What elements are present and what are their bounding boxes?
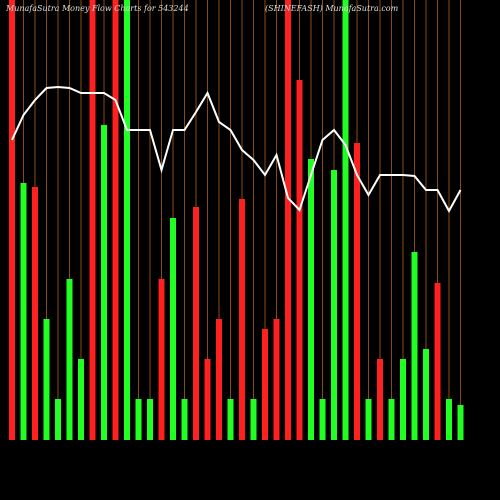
- line: [11, 85, 462, 214]
- bar: [285, 0, 291, 440]
- bar: [170, 218, 176, 440]
- bar: [331, 170, 337, 440]
- bar: [135, 399, 142, 440]
- bar: [227, 399, 234, 440]
- bar: [124, 0, 130, 440]
- bar: [296, 80, 303, 440]
- bar: [112, 0, 119, 440]
- bar: [411, 252, 418, 440]
- bar: [319, 399, 326, 440]
- lines: [11, 85, 462, 214]
- chart-title: MunafaSutra Money Flow Charts for 543244: [5, 4, 189, 13]
- bar: [423, 349, 429, 440]
- bar: [308, 159, 314, 440]
- bar: [32, 187, 38, 440]
- bar: [457, 405, 464, 440]
- bar: [55, 399, 61, 440]
- chart-subtitle: (SHINEFASH) MunafaSutra.com: [265, 4, 399, 13]
- bar: [434, 283, 441, 440]
- bar: [354, 143, 360, 440]
- bar: [20, 183, 27, 440]
- bar: [66, 279, 73, 440]
- bar: [377, 359, 383, 440]
- bar: [9, 0, 15, 440]
- bar: [342, 0, 349, 440]
- bar: [89, 0, 96, 440]
- bar: [193, 207, 199, 440]
- bar: [147, 399, 153, 440]
- bar: [78, 359, 84, 440]
- bar: [158, 279, 165, 440]
- bar: [400, 359, 406, 440]
- bar: [446, 399, 452, 440]
- bars: [9, 0, 464, 440]
- bar: [101, 125, 107, 440]
- bar: [239, 199, 245, 440]
- bar: [273, 319, 280, 440]
- bar: [250, 399, 257, 440]
- bar: [262, 329, 268, 440]
- bar: [181, 399, 188, 440]
- bar: [43, 319, 50, 440]
- bar: [216, 319, 222, 440]
- bar: [388, 399, 395, 440]
- bar: [365, 399, 372, 440]
- bar: [204, 359, 211, 440]
